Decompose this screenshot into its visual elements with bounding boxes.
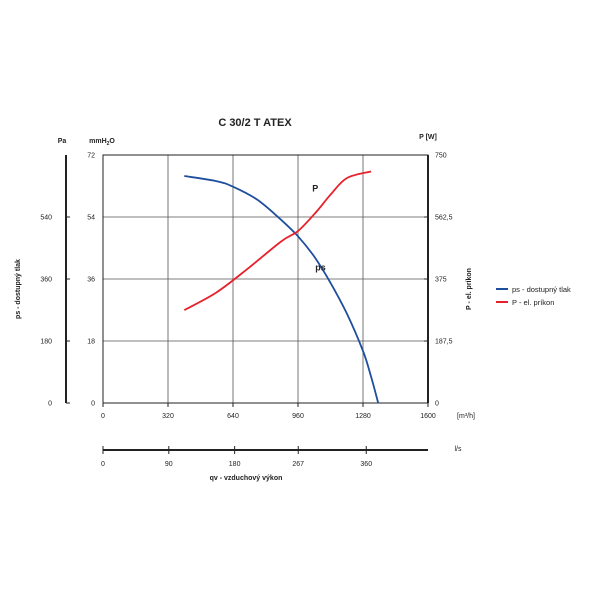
ls-unit-label: l/s xyxy=(455,446,463,453)
mmh2o-unit-label: mmH2O xyxy=(89,138,115,147)
chart-title: C 30/2 T ATEX xyxy=(218,117,292,129)
pa-tick-label: 360 xyxy=(40,277,52,284)
mmh2o-tick-label: 72 xyxy=(87,153,95,160)
x-tick-label: 640 xyxy=(227,413,239,420)
ls-tick-label: 90 xyxy=(165,461,173,468)
legend: ps - dostupný tlak P - el. príkon xyxy=(496,285,571,307)
ls-tick-label: 267 xyxy=(292,461,304,468)
legend-label-p: P - el. príkon xyxy=(512,298,554,307)
power-curve xyxy=(183,170,372,311)
ls-tick-label: 0 xyxy=(101,461,105,468)
mmh2o-tick-label: 18 xyxy=(87,339,95,346)
ps-curve xyxy=(184,175,380,404)
pa-unit-label: Pa xyxy=(58,138,67,145)
power-tick-label: 375 xyxy=(435,277,447,284)
pa-axis-label: ps - dostupný tlak xyxy=(15,259,22,319)
mmh2o-tick-label: 36 xyxy=(87,277,95,284)
mmh2o-axis-ticks: 0 18 36 54 72 xyxy=(87,153,95,408)
pa-tick-label: 0 xyxy=(48,401,52,408)
power-axis-ticks: 0 187,5 375 562,5 750 xyxy=(424,153,453,408)
power-unit-label: P [W] xyxy=(419,134,437,141)
curves: ps P xyxy=(183,170,380,404)
pa-tick-label: 180 xyxy=(40,339,52,346)
curve-label-ps: ps xyxy=(315,262,326,272)
power-tick-label: 187,5 xyxy=(435,339,453,346)
airflow-ls-ticks: 0 90 180 267 360 xyxy=(101,446,372,468)
ls-tick-label: 360 xyxy=(360,461,372,468)
airflow-m3h-ticks: 0 320 640 960 1280 1600 xyxy=(101,403,436,420)
x-tick-label: 0 xyxy=(101,413,105,420)
power-axis-label: P - el. príkon xyxy=(466,268,473,310)
mmh2o-tick-label: 54 xyxy=(87,215,95,222)
power-tick-label: 750 xyxy=(435,153,447,160)
ls-tick-label: 180 xyxy=(229,461,241,468)
x-tick-label: 960 xyxy=(292,413,304,420)
power-tick-label: 0 xyxy=(435,401,439,408)
x-tick-label: 1280 xyxy=(355,413,371,420)
pa-axis-ticks: 0 180 360 540 xyxy=(40,215,70,408)
legend-label-ps: ps - dostupný tlak xyxy=(512,285,571,294)
x-tick-label: 320 xyxy=(162,413,174,420)
x-tick-label: 1600 xyxy=(420,413,436,420)
curve-label-p: P xyxy=(312,183,318,193)
m3h-unit-label: [m³/h] xyxy=(457,413,475,420)
power-tick-label: 562,5 xyxy=(435,215,453,222)
pa-tick-label: 540 xyxy=(40,215,52,222)
plot-grid xyxy=(103,155,428,403)
mmh2o-tick-label: 0 xyxy=(91,401,95,408)
airflow-axis-label: qv - vzduchový výkon xyxy=(210,475,283,482)
